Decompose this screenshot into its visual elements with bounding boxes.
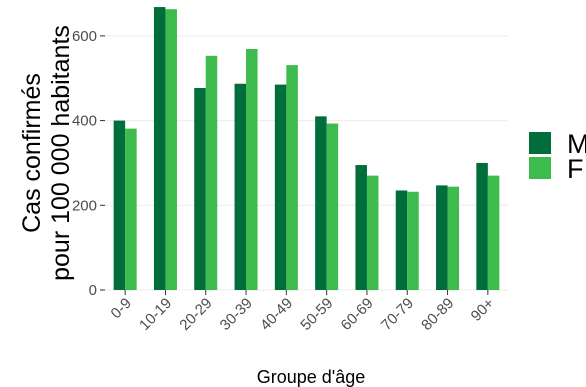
- y-tick-label: 200: [72, 197, 97, 214]
- legend: M F: [529, 129, 586, 184]
- bar-f-50-59: [326, 123, 339, 290]
- y-tick-label: 600: [72, 28, 97, 45]
- x-axis: 0-9 10-19 20-29 30-39 40-49 50-59 60-69 70-79 80…: [108, 290, 498, 334]
- bar-m-50-59: [315, 116, 327, 291]
- bar-m-0-9: [113, 120, 126, 291]
- bar-m-30-39: [234, 83, 247, 290]
- x-axis-title: Groupe d'âge: [257, 367, 366, 387]
- bar-m-40-49: [274, 84, 287, 291]
- bars: [113, 7, 500, 291]
- x-tick-label: 60-69: [338, 295, 377, 334]
- bar-f-10-19: [165, 9, 177, 290]
- bar-m-60-69: [355, 165, 367, 290]
- bar-m-20-29: [194, 87, 206, 290]
- x-tick-label: 70-79: [378, 295, 417, 334]
- bar-f-20-29: [205, 55, 218, 290]
- bar-f-40-49: [286, 65, 298, 290]
- bar-f-30-39: [246, 49, 258, 290]
- x-tick-label: 40-49: [257, 295, 296, 334]
- legend-swatch-f: [529, 157, 551, 179]
- x-tick-label: 10-19: [136, 295, 175, 334]
- bar-f-70-79: [407, 191, 419, 290]
- x-tick-label: 90+: [468, 295, 498, 325]
- y-axis-title-line2: pour 100 000 habitants: [47, 25, 75, 281]
- x-tick-label: 20-29: [176, 295, 215, 334]
- legend-swatch-m: [529, 132, 551, 154]
- bar-m-90+: [476, 162, 488, 290]
- x-tick-label: 30-39: [217, 295, 256, 334]
- y-tick-label: 400: [72, 113, 97, 130]
- bar-f-0-9: [125, 128, 137, 290]
- bar-f-60-69: [366, 175, 379, 290]
- legend-label-m: M: [567, 129, 586, 159]
- x-tick-label: 50-59: [297, 295, 336, 334]
- bar-f-80-89: [447, 186, 460, 290]
- y-tick-label: 0: [89, 282, 97, 299]
- bar-m-10-19: [153, 7, 166, 290]
- x-tick-label: 0-9: [108, 295, 135, 322]
- bar-f-90+: [487, 175, 500, 290]
- y-axis-title-line1: Cas confirmés: [18, 73, 46, 233]
- x-tick-label: 80-89: [418, 295, 457, 334]
- bar-m-70-79: [395, 190, 408, 290]
- legend-label-f: F: [567, 154, 584, 184]
- bar-m-80-89: [436, 185, 448, 290]
- y-axis: 0 200 400 600: [72, 28, 105, 299]
